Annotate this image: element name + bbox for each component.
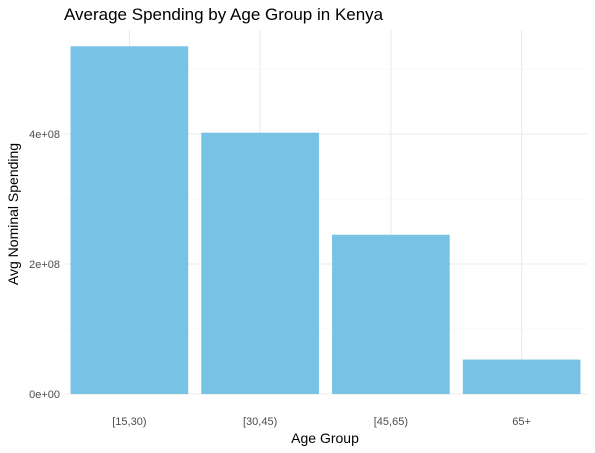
bar (462, 359, 581, 394)
chart-title: Average Spending by Age Group in Kenya (64, 5, 384, 24)
y-tick-label: 0e+00 (29, 389, 60, 401)
bars-layer (70, 46, 581, 394)
bar (332, 234, 450, 394)
ticks-layer: 0e+00 2e+08 4e+08 [15,30) [30,45) [45,65) 65+ (29, 129, 531, 428)
bar (70, 46, 189, 394)
y-tick-label: 4e+08 (29, 129, 60, 141)
x-tick-label: [45,65) (374, 416, 408, 428)
x-tick-label: [30,45) (243, 416, 277, 428)
x-axis-label: Age Group (291, 430, 359, 446)
x-tick-label: [15,30) (112, 416, 146, 428)
x-tick-label: 65+ (512, 416, 531, 428)
y-axis-label: Avg Nominal Spending (5, 143, 21, 285)
y-tick-label: 2e+08 (29, 259, 60, 271)
bar (201, 132, 319, 394)
